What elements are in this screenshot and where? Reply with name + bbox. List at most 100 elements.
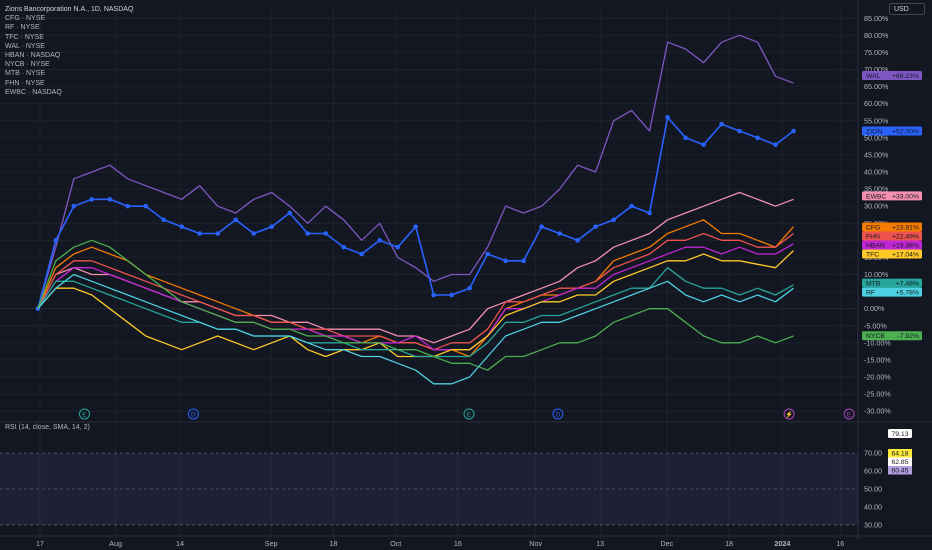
compare-symbol-cfg[interactable]: CFG · NYSE <box>5 15 46 23</box>
y-tick-label: 75.00% <box>864 48 889 57</box>
series-badge-name: TFC <box>866 251 879 258</box>
series-badge-value: +22.49% <box>892 233 919 240</box>
series-point-zion <box>143 203 149 209</box>
series-point-zion <box>395 244 400 250</box>
rsi-pane: 70.00 60.00 50.00 40.00 30.00 79.13 64.1862.85… <box>0 421 932 529</box>
x-tick-label: 2024 <box>774 539 790 548</box>
y-tick-label: -5.00% <box>864 321 887 330</box>
rsi-value-badge-text: 64.18 <box>891 451 908 458</box>
y-tick-label: -25.00% <box>864 390 891 399</box>
series-badge-hban: HBAN +19.38% <box>862 240 922 250</box>
event-marker-label: E <box>847 412 852 419</box>
series-badge-name: HBAN <box>866 242 885 249</box>
series-badge-wal: WAL +68.23% <box>862 71 922 81</box>
event-markers-group: E D E D ⚡ E <box>78 408 855 420</box>
series-point-zion <box>197 231 203 236</box>
series-point-zion <box>251 231 257 236</box>
rsi-tick-label: 30.00 <box>864 520 882 529</box>
series-point-zion <box>701 142 706 147</box>
x-tick-label: 16 <box>454 539 462 548</box>
x-tick-label: Nov <box>529 539 542 548</box>
event-marker-label: E <box>82 412 87 419</box>
rsi-indicator-label[interactable]: RSI (14, close, SMA, 14, 2) <box>5 424 90 431</box>
rsi-current-value: 79.13 <box>891 431 908 438</box>
y-tick-label: 55.00% <box>864 116 889 125</box>
series-line-hban <box>37 243 794 351</box>
y-tick-label: 35.00% <box>864 185 889 194</box>
series-point-zion <box>53 238 59 243</box>
series-point-zion <box>485 251 490 257</box>
price-series-group <box>35 34 796 385</box>
rsi-value-badge-text: 62.85 <box>891 459 908 466</box>
compare-symbol-mtb[interactable]: MTB · NYSE <box>5 70 46 78</box>
series-point-zion <box>125 203 131 209</box>
series-badge-name: RF <box>866 290 875 297</box>
main-symbol-title[interactable]: Zions Bancorporation N.A., 1D, NASDAQ <box>5 6 134 13</box>
series-point-zion <box>575 238 580 243</box>
event-marker: E <box>843 408 855 420</box>
x-tick-label: 18 <box>329 539 337 548</box>
y-tick-label: 50.00% <box>864 133 889 142</box>
y-tick-label: 65.00% <box>864 82 889 91</box>
series-point-zion <box>611 217 616 223</box>
series-badge-tfc: TFC +17.04% <box>862 249 922 259</box>
event-marker-label: ⚡ <box>785 411 793 419</box>
rsi-tick-label: 50.00 <box>864 484 882 493</box>
series-line-nycb <box>37 239 794 371</box>
compare-symbol-nycb[interactable]: NYCB · NYSE <box>5 61 50 69</box>
compare-symbol-fhn[interactable]: FHN · NYSE <box>5 79 45 87</box>
y-tick-label: 45.00% <box>864 150 889 159</box>
rsi-value-badge-text: 60.45 <box>891 468 908 475</box>
event-marker: ⚡ <box>783 408 795 420</box>
series-point-zion <box>431 292 436 298</box>
series-badge-value: +7.48% <box>896 281 919 288</box>
rsi-tick-label: 70.00 <box>864 449 882 458</box>
x-tick-label: Sep <box>265 539 278 548</box>
series-point-zion <box>467 285 472 291</box>
series-badge-value: +68.23% <box>892 73 919 80</box>
series-point-zion <box>89 197 95 202</box>
series-line-zion <box>37 116 794 309</box>
event-marker-label: E <box>467 412 472 419</box>
series-badge-name: ZION <box>866 129 882 136</box>
compare-symbol-hban[interactable]: HBAN · NASDAQ <box>5 52 61 60</box>
y-tick-label: -10.00% <box>864 338 891 347</box>
series-point-zion <box>341 244 346 250</box>
series-badge-value: +5.78% <box>896 290 919 297</box>
series-point-zion <box>107 197 113 202</box>
compare-symbol-wal[interactable]: WAL · NYSE <box>5 42 45 50</box>
series-point-zion <box>161 217 167 223</box>
series-line-mtb <box>37 267 794 358</box>
y-tick-label: 80.00% <box>864 31 889 40</box>
x-tick-label: 17 <box>36 539 44 548</box>
y-tick-label: 30.00% <box>864 202 889 211</box>
series-badge-name: FHN <box>866 233 880 240</box>
series-badges-group: WAL +68.23% ZION +52.00% EWBC +33.00% CFG +23.9… <box>862 71 922 341</box>
rsi-value-badge: 64.18 <box>888 449 912 458</box>
series-badge-name: NYCB <box>866 333 885 340</box>
event-marker: D <box>187 408 199 420</box>
series-badge-name: CFG <box>866 224 880 231</box>
series-point-zion <box>593 224 598 229</box>
series-line-wal <box>37 34 794 309</box>
rsi-tick-label: 40.00 <box>864 502 882 511</box>
series-badge-cfg: CFG +23.91% <box>862 222 922 232</box>
compare-symbol-ewbc[interactable]: EWBC · NASDAQ <box>5 88 62 96</box>
series-badge-zion: ZION +52.00% <box>862 126 922 136</box>
compare-symbol-rf[interactable]: RF · NYSE <box>5 24 40 32</box>
series-point-zion <box>233 217 239 223</box>
series-point-zion <box>521 258 526 264</box>
currency-button[interactable]: USD <box>889 3 925 15</box>
rsi-current-badge: 79.13 <box>888 429 912 438</box>
y-tick-label: 85.00% <box>864 14 889 23</box>
event-marker: E <box>463 408 475 420</box>
event-marker: E <box>78 408 90 420</box>
series-point-zion <box>683 135 688 141</box>
event-marker-label: D <box>556 412 561 419</box>
series-badge-value: +23.91% <box>892 224 919 231</box>
y-tick-label: -30.00% <box>864 407 891 416</box>
series-point-zion <box>287 210 293 216</box>
compare-symbol-tfc[interactable]: TFC · NYSE <box>5 33 44 41</box>
series-point-zion <box>305 231 310 236</box>
series-point-zion <box>755 135 760 141</box>
